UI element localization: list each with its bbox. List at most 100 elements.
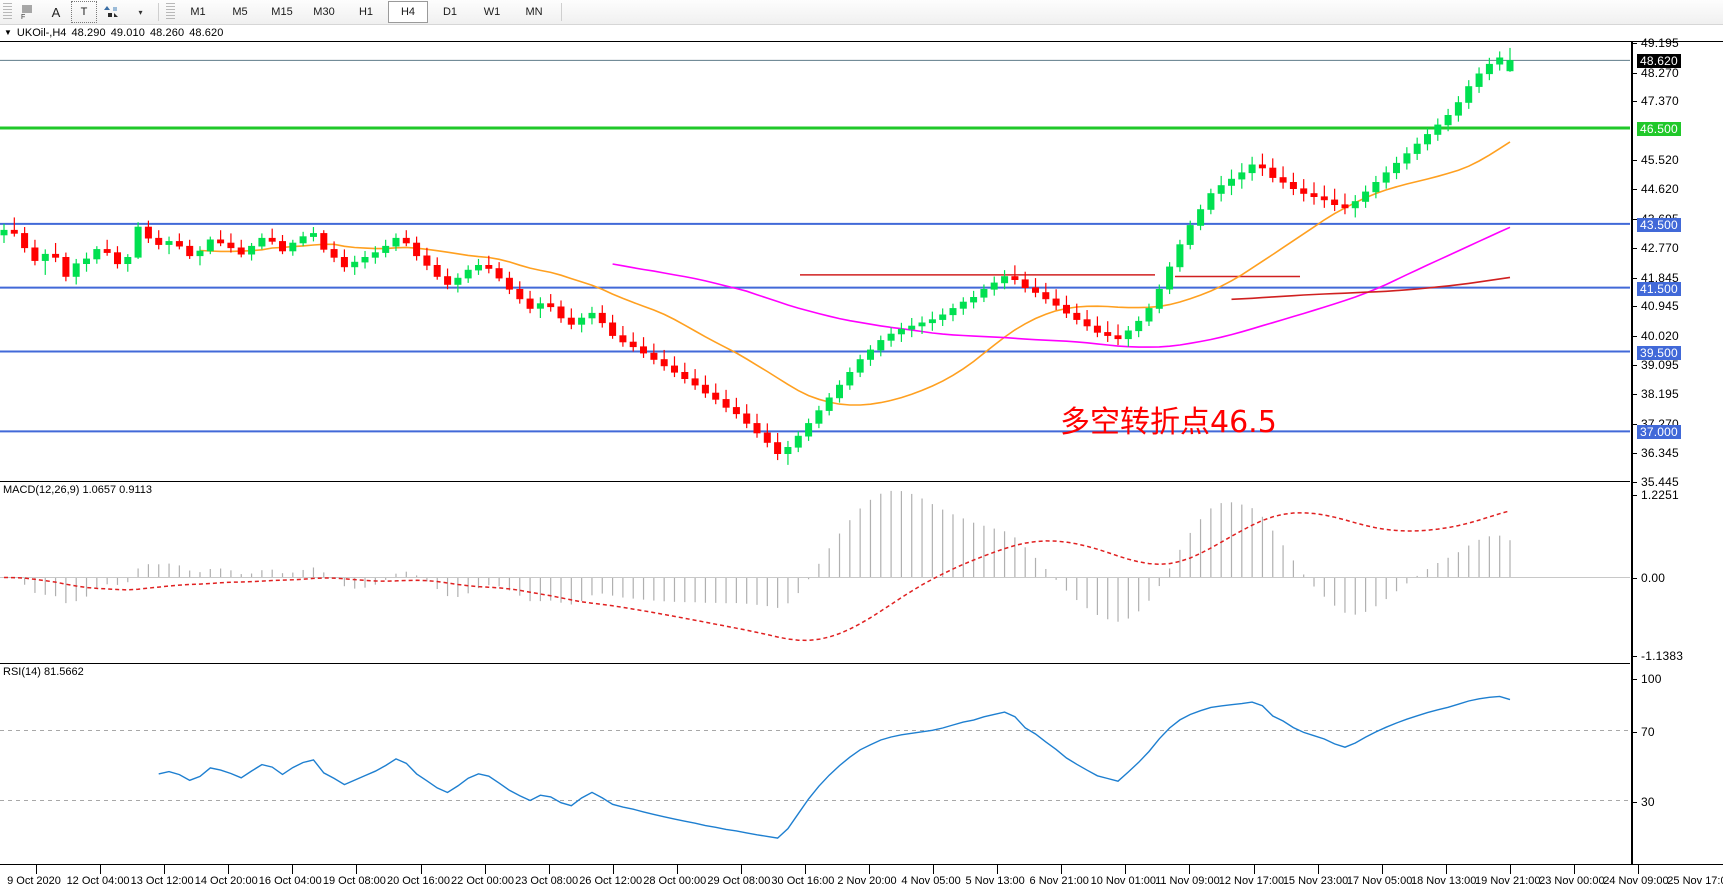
time-axis-label: 17 Nov 05:00 [1346, 875, 1413, 887]
candle [1114, 335, 1122, 340]
candle [1279, 177, 1287, 183]
candle [1032, 287, 1040, 293]
time-axis-label: 5 Nov 13:00 [965, 875, 1025, 887]
price-axis-label: 39.095 [1641, 358, 1679, 373]
price-axis-label: 40.945 [1641, 299, 1679, 314]
time-axis[interactable]: 9 Oct 2020 12 Oct 04:00 13 Oct 12:00 14 Oct… [0, 865, 1723, 893]
candle [31, 247, 39, 261]
timeframe-button-w1[interactable]: W1 [483, 6, 501, 18]
candle [578, 317, 586, 325]
time-axis-label: 10 Nov 01:00 [1090, 875, 1157, 887]
candle [93, 249, 101, 260]
price-tick [1633, 423, 1637, 425]
dropdown-arrow-icon[interactable]: ▾ [127, 1, 153, 23]
candle [959, 301, 967, 309]
price-axis-label: 40.020 [1641, 328, 1679, 343]
level-tag-37000[interactable]: 37.000 [1637, 425, 1681, 440]
price-tick [1633, 335, 1637, 337]
level-tag-43500[interactable]: 43.500 [1637, 217, 1681, 232]
candle [52, 253, 60, 258]
price-tick [1633, 277, 1637, 279]
price-axis-label: 48.270 [1641, 65, 1679, 80]
candle [908, 325, 916, 330]
time-axis-label: 11 Nov 09:00 [1155, 875, 1220, 887]
candle [1228, 178, 1236, 186]
candle [413, 242, 421, 257]
ma-line-0 [199, 141, 1511, 406]
candle [1444, 115, 1452, 126]
candle [1320, 196, 1328, 201]
candle [72, 263, 80, 277]
text-a-glyph: A [51, 4, 61, 20]
candle [877, 340, 885, 351]
candle [1021, 279, 1029, 288]
candle [1186, 225, 1194, 245]
candle [1300, 188, 1308, 194]
candle [1341, 204, 1349, 209]
collapse-triangle-icon[interactable]: ▼ [4, 27, 12, 37]
text-a-icon[interactable]: A [43, 1, 69, 23]
time-axis-separator [1445, 865, 1447, 874]
candle [217, 239, 225, 244]
timeframe-button-h1[interactable]: H1 [358, 6, 374, 18]
price-tick [1633, 72, 1637, 74]
candle [980, 289, 988, 298]
timeframe-button-m15[interactable]: M15 [271, 6, 293, 18]
crosshair-icon[interactable]: F [15, 1, 41, 23]
time-axis-label: 30 Oct 16:00 [771, 875, 835, 887]
candle [268, 237, 276, 242]
candle [330, 249, 338, 258]
chart-frame[interactable]: 多空转折点46.5 MACD(12,26,9) 1.0657 0.9113 RS… [0, 41, 1632, 865]
time-axis-label: 25 Nov 17:00 [1667, 875, 1723, 887]
price-tick [1633, 482, 1637, 483]
candle [320, 233, 328, 250]
time-axis-label: 28 Oct 00:00 [643, 875, 707, 887]
price-tick [1633, 189, 1637, 191]
price-axis[interactable]: 49.19548.27047.37045.52044.62043.69542.7… [1632, 36, 1723, 865]
text-label-icon[interactable]: T [71, 1, 97, 23]
rsi-line [158, 695, 1511, 839]
shapes-icon[interactable] [99, 1, 125, 23]
timeframe-button-m30[interactable]: M30 [313, 6, 335, 18]
macd-tick [1633, 495, 1637, 496]
candle [1124, 330, 1132, 340]
candle [660, 359, 668, 367]
time-axis-label: 6 Nov 21:00 [1029, 875, 1089, 887]
ohlc-high: 49.010 [110, 26, 145, 39]
timeframe-button-m5[interactable]: M5 [232, 6, 248, 18]
timeframe-button-m1[interactable]: M1 [190, 6, 206, 18]
price-pane[interactable]: 多空转折点46.5 [0, 42, 1630, 482]
price-tick [1633, 306, 1637, 308]
rsi-pane[interactable]: RSI(14) 81.5662 [0, 664, 1630, 864]
timeframe-button-h4[interactable]: H4 [388, 1, 428, 23]
candle [598, 312, 606, 324]
level-tag-41500[interactable]: 41.500 [1637, 281, 1681, 296]
symbol-info-bar: ▼ UKOil-,H4 48.290 49.010 48.260 48.620 [0, 25, 1723, 40]
last-price-tag[interactable]: 48.620 [1637, 54, 1681, 69]
time-axis-separator [805, 865, 806, 874]
candle [464, 269, 472, 279]
time-axis-label: 13 Oct 12:00 [130, 875, 194, 887]
time-axis-label: 4 Nov 05:00 [901, 875, 961, 887]
macd-tick [1633, 656, 1637, 657]
timeframe-button-mn[interactable]: MN [525, 6, 543, 18]
candle [83, 258, 91, 264]
timeframe-button-d1[interactable]: D1 [442, 6, 458, 18]
candle [753, 423, 761, 434]
macd-pane[interactable]: MACD(12,26,9) 1.0657 0.9113 [0, 482, 1630, 664]
candle [825, 397, 833, 411]
candle [701, 384, 709, 394]
time-axis-separator [869, 865, 871, 874]
candle [340, 257, 348, 268]
time-axis-separator [1061, 865, 1063, 874]
candle [1434, 124, 1442, 135]
candle [454, 277, 462, 285]
candle [805, 423, 813, 437]
level-tag-46500[interactable]: 46.500 [1637, 122, 1681, 137]
level-tag-39500[interactable]: 39.500 [1637, 345, 1681, 360]
price-axis-label: 38.195 [1641, 387, 1679, 402]
timeframe-grip[interactable] [166, 3, 175, 21]
candle [402, 237, 410, 244]
toolbar-grip[interactable] [3, 3, 12, 21]
time-axis-label: 29 Oct 08:00 [707, 875, 771, 887]
